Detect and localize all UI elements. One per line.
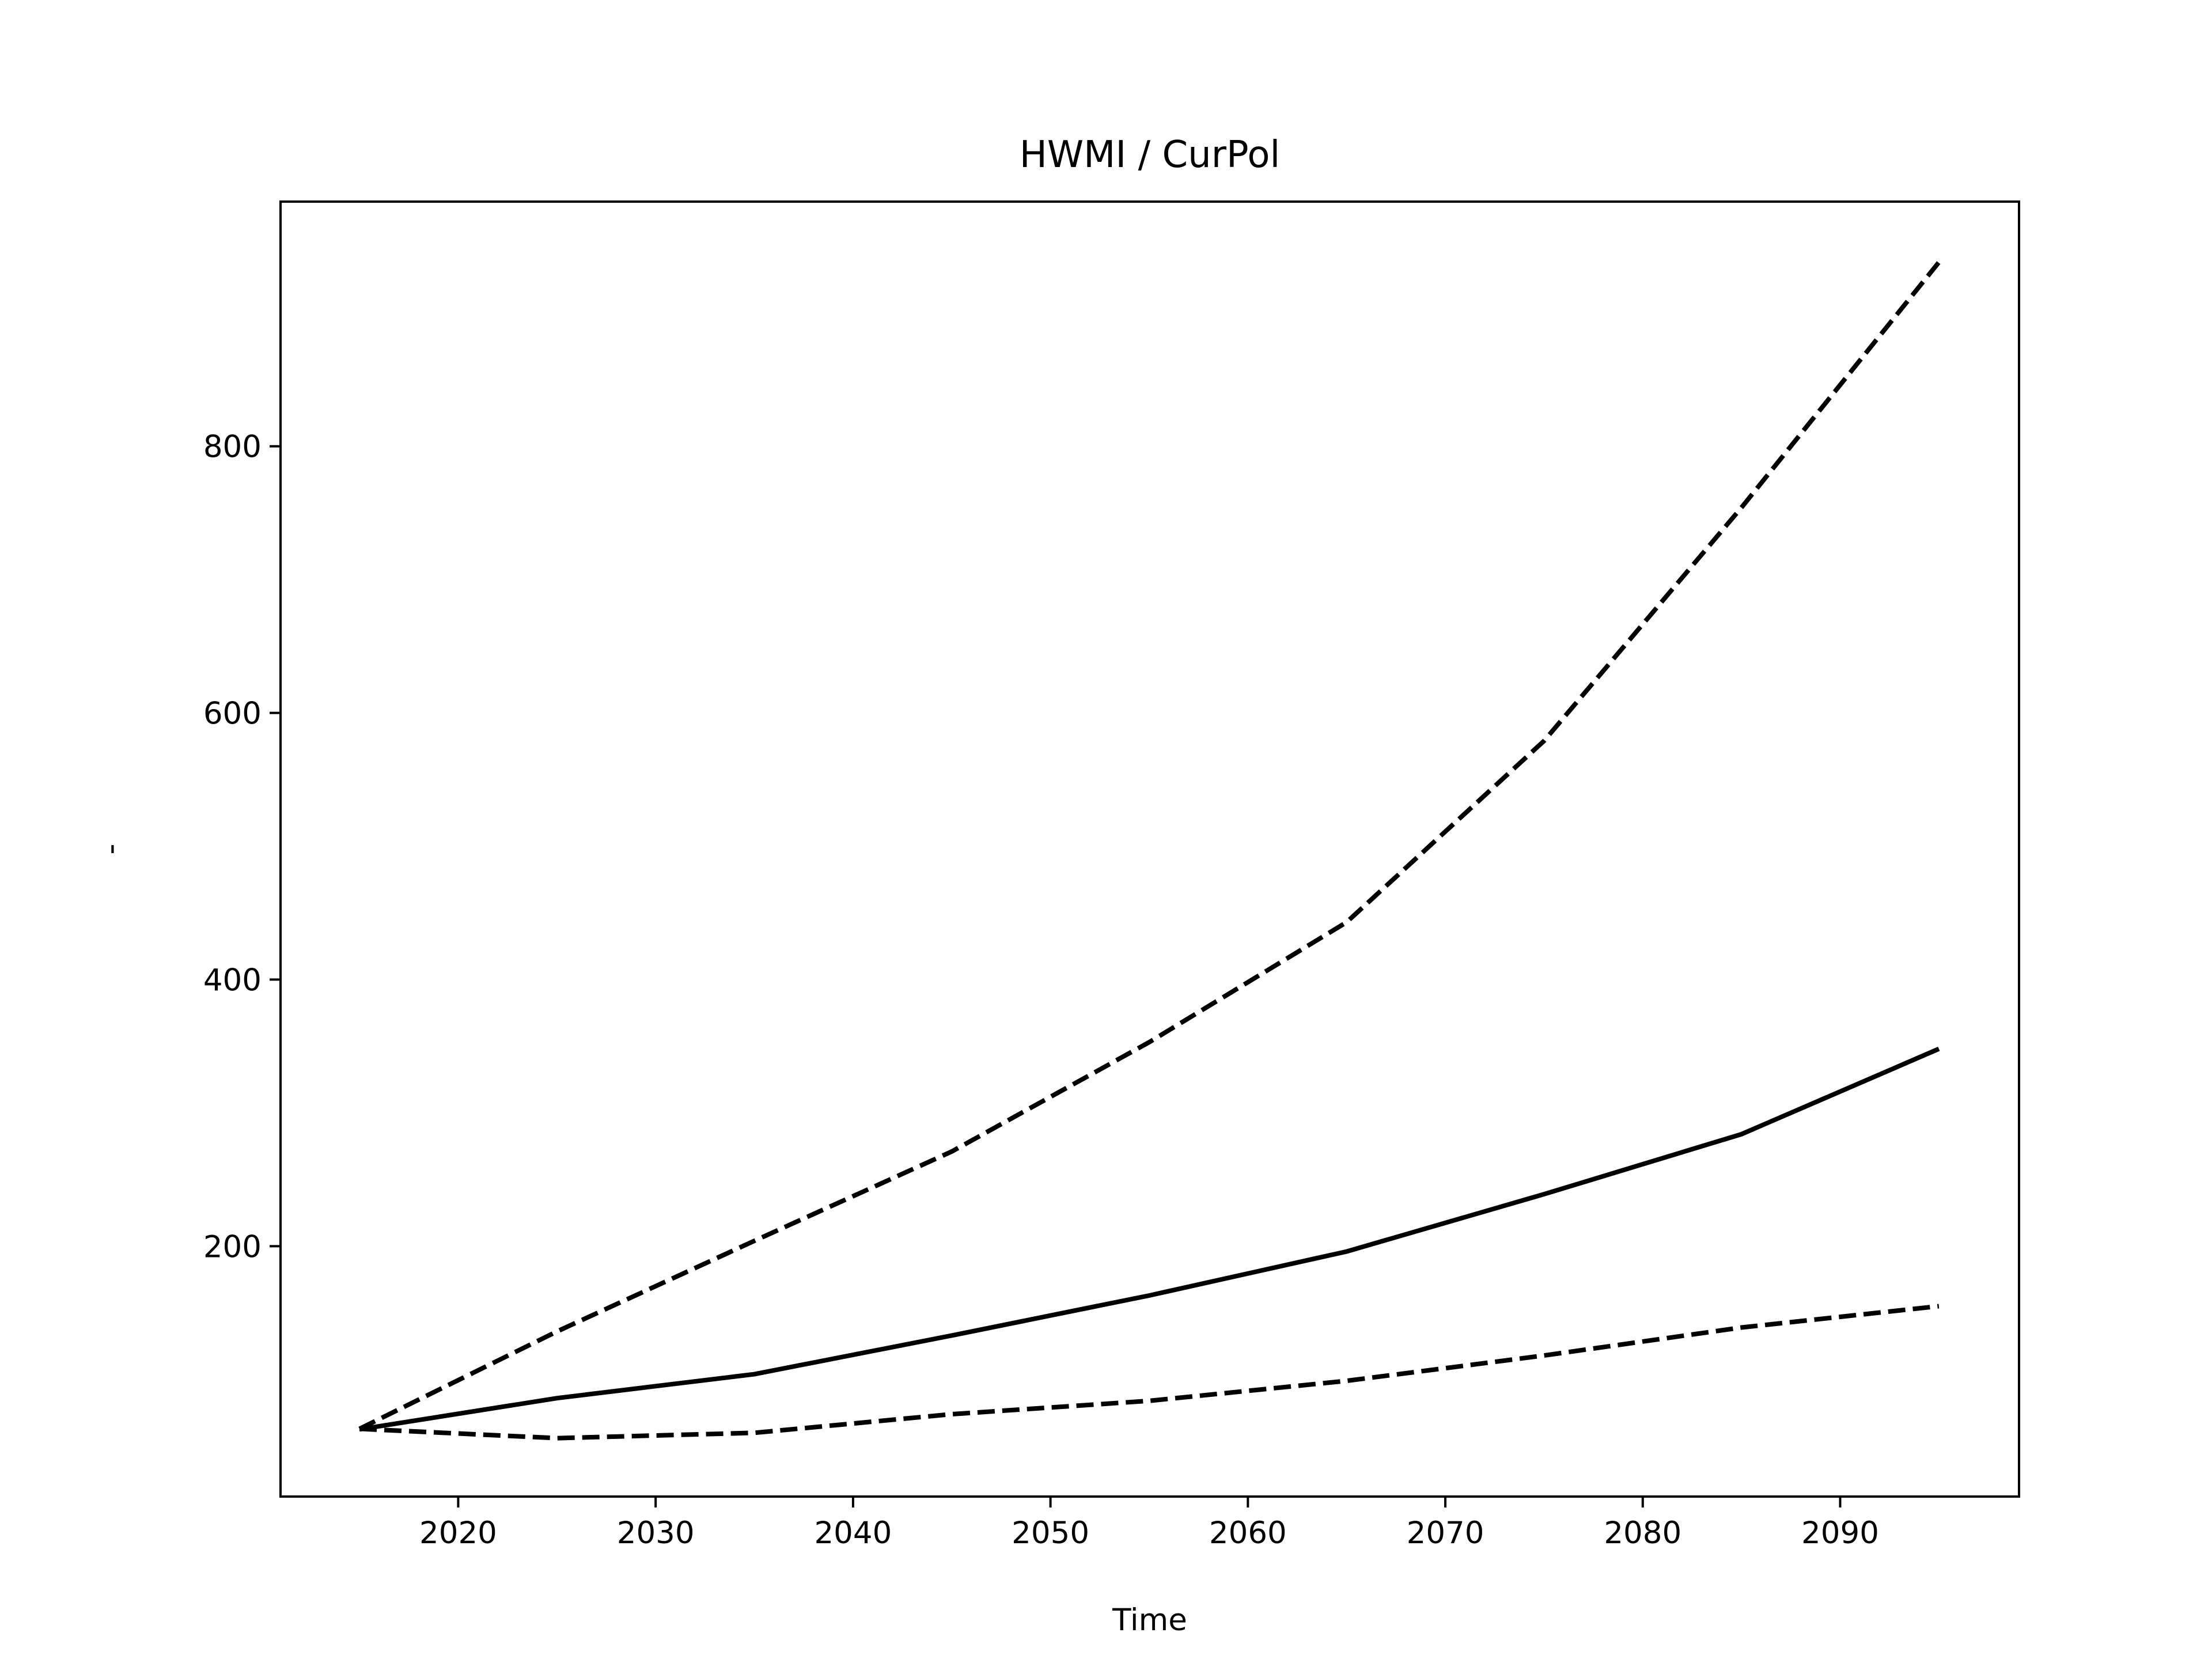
chart-title: HWMI / CurPol <box>1020 134 1281 176</box>
y-tick-label: 200 <box>203 1229 262 1264</box>
data-line <box>358 260 1941 1431</box>
data-line <box>359 1304 1940 1441</box>
x-tick-label: 2080 <box>1604 1516 1681 1551</box>
x-tick-label: 2040 <box>814 1516 892 1551</box>
x-tick-label: 2090 <box>1801 1516 1879 1551</box>
y-tick-label: 600 <box>203 696 262 732</box>
x-tick-label: 2060 <box>1209 1516 1287 1551</box>
data-line <box>359 1047 1940 1432</box>
y-axis-label: - <box>93 843 128 854</box>
x-tick-label: 2050 <box>1012 1516 1089 1551</box>
y-tick-label: 400 <box>203 963 262 998</box>
plot-frame <box>279 200 2020 1498</box>
x-tick-label: 2020 <box>419 1516 497 1551</box>
y-tick-label: 800 <box>203 430 262 465</box>
x-tick-label: 2070 <box>1407 1516 1484 1551</box>
x-tick-label: 2030 <box>617 1516 695 1551</box>
x-axis-label: Time <box>1112 1603 1187 1638</box>
